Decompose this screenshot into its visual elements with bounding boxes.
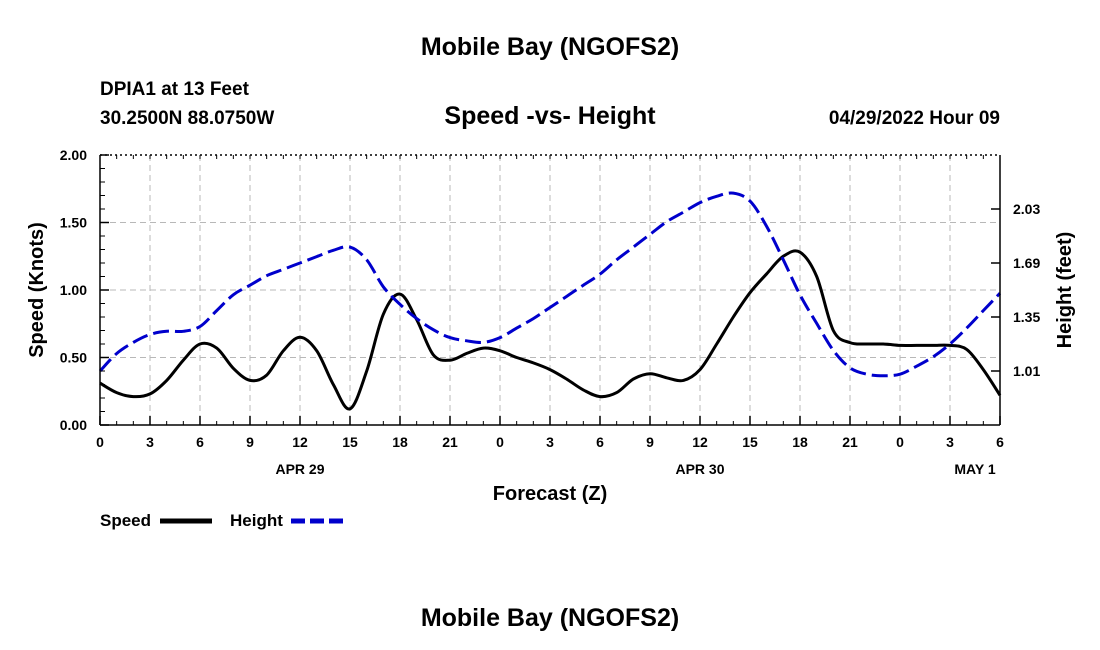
series-line-height — [98, 191, 1002, 378]
x-tick-label: 3 — [946, 434, 954, 450]
legend-speed-label: Speed — [100, 511, 151, 530]
x-tick-label: 0 — [96, 434, 104, 450]
x-tick-label: 15 — [742, 434, 758, 450]
x-tick-label: 6 — [596, 434, 604, 450]
y-axis-label: Speed (Knots) — [26, 222, 48, 358]
x-tick-label: 0 — [896, 434, 904, 450]
x-tick-label: 21 — [442, 434, 458, 450]
tick-labels: 0 3 6 9 12 15 18 21 0 3 6 9 12 15 18 21 0 3 6 APR 29 APR 30 M… — [60, 147, 1041, 477]
series-lines — [98, 191, 1002, 411]
x-tick-label: 15 — [342, 434, 358, 450]
x-tick-label: 3 — [146, 434, 154, 450]
legend: Speed Height — [100, 511, 343, 530]
x-tick-label: 12 — [692, 434, 708, 450]
x-axis-label: Forecast (Z) — [493, 483, 607, 505]
y-tick-label: 1.50 — [60, 215, 87, 231]
x-tick-label: 9 — [646, 434, 654, 450]
y2-tick-label: 1.69 — [1013, 255, 1040, 271]
y2-tick-label: 1.35 — [1013, 309, 1040, 325]
y-tick-label: 2.00 — [60, 147, 87, 163]
x-tick-label: 18 — [392, 434, 408, 450]
y-tick-label: 0.50 — [60, 350, 87, 366]
y2-axis-label: Height (feet) — [1054, 232, 1076, 349]
grid-lines — [100, 155, 1000, 425]
y2-tick-label: 1.01 — [1013, 363, 1040, 379]
forecast-datetime: 04/29/2022 Hour 09 — [829, 108, 1000, 129]
x-tick-label: 3 — [546, 434, 554, 450]
x-tick-label: 21 — [842, 434, 858, 450]
legend-height-label: Height — [230, 511, 283, 530]
y-tick-label: 1.00 — [60, 282, 87, 298]
x-tick-label: 9 — [246, 434, 254, 450]
date-label: APR 30 — [675, 461, 724, 477]
chart-title: Speed -vs- Height — [444, 102, 656, 130]
x-tick-label: 6 — [196, 434, 204, 450]
station-label: DPIA1 at 13 Feet — [100, 79, 250, 100]
x-tick-label: 0 — [496, 434, 504, 450]
series-line-speed — [99, 249, 1002, 411]
x-tick-label: 18 — [792, 434, 808, 450]
footer-title: Mobile Bay (NGOFS2) — [421, 604, 679, 632]
y-tick-label: 0.00 — [60, 417, 87, 433]
y2-tick-label: 2.03 — [1013, 201, 1040, 217]
date-label: MAY 1 — [954, 461, 995, 477]
x-tick-label: 12 — [292, 434, 308, 450]
station-coords: 30.2500N 88.0750W — [100, 108, 274, 129]
x-tick-label: 6 — [996, 434, 1004, 450]
plot-frame — [99, 154, 1001, 426]
date-label: APR 29 — [275, 461, 324, 477]
main-title: Mobile Bay (NGOFS2) — [421, 33, 679, 61]
